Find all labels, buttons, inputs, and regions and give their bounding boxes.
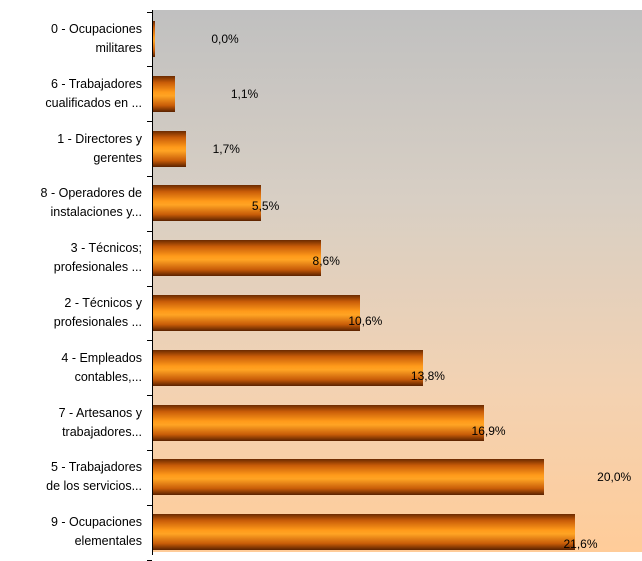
bar [153, 130, 187, 167]
category-label-line: 8 - Operadores de [40, 186, 142, 201]
category-label-line: profesionales ... [53, 315, 142, 329]
axis-tick [147, 450, 152, 451]
bar [153, 21, 155, 57]
category-label: 2 - Técnicos y profesionales ... [0, 294, 142, 332]
category-label-line: 9 - Ocupaciones [50, 515, 142, 530]
axis-tick [147, 395, 152, 396]
category-label-line: 7 - Artesanos y [58, 405, 142, 420]
category-label: 0 - Ocupaciones militares [0, 20, 142, 58]
category-label-line: profesionales ... [53, 260, 142, 275]
data-label: 21,6% [563, 537, 598, 552]
bar [153, 295, 361, 331]
category-label: 5 - Trabajadores de los servicios... [0, 458, 142, 496]
category-label-line: 1 - Directores y [57, 131, 142, 146]
category-label-line: gerentes [93, 150, 142, 165]
data-label: 1,1% [230, 86, 259, 101]
bar [153, 75, 175, 112]
category-label-line: elementales [74, 534, 142, 549]
category-label-line: 6 - Trabajadores [50, 76, 142, 91]
category-label: 8 - Operadores de instalaciones y... [0, 184, 142, 222]
category-label-line: 4 - Empleados [61, 350, 142, 365]
category-label-line: instalaciones y... [50, 205, 142, 220]
category-label: 3 - Técnicos; profesionales ... [0, 239, 142, 277]
data-label: 0,0% [211, 32, 239, 46]
category-label-line: 2 - Técnicos y [64, 296, 142, 310]
category-label: 4 - Empleados contables,... [0, 349, 142, 387]
category-label-line: 3 - Técnicos; [70, 241, 142, 256]
category-label-line: militares [95, 41, 142, 55]
data-label: 16,9% [471, 423, 506, 438]
category-label: 7 - Artesanos y trabajadores... [0, 404, 142, 442]
axis-tick [147, 340, 152, 341]
category-label: 6 - Trabajadores cualificados en ... [0, 75, 142, 113]
axis-tick [147, 12, 152, 13]
category-label-line: 5 - Trabajadores [50, 460, 142, 475]
axis-tick [147, 505, 152, 506]
category-label-line: contables,... [74, 369, 142, 384]
category-label-line: de los servicios... [46, 479, 142, 494]
category-label-line: 0 - Ocupaciones [50, 22, 142, 36]
bar [153, 514, 576, 551]
axis-tick [147, 231, 152, 232]
data-label: 13,8% [410, 368, 445, 383]
data-label: 10,6% [348, 314, 383, 328]
data-label: 5,5% [251, 199, 280, 214]
y-axis-line [152, 10, 153, 555]
data-label: 20,0% [597, 470, 632, 485]
bar [153, 349, 423, 386]
axis-tick [147, 66, 152, 67]
category-label: 9 - Ocupaciones elementales [0, 513, 142, 551]
bar [153, 459, 545, 496]
category-label: 1 - Directores y gerentes [0, 130, 142, 168]
axis-tick [147, 121, 152, 122]
bar [153, 404, 484, 441]
bar [153, 185, 261, 222]
axis-tick [147, 286, 152, 287]
category-label-line: cualificados en ... [45, 95, 142, 110]
axis-tick [147, 176, 152, 177]
data-label: 1,7% [212, 141, 240, 156]
category-label-line: trabajadores... [62, 424, 142, 439]
bar [153, 240, 322, 277]
data-label: 8,6% [312, 254, 340, 269]
